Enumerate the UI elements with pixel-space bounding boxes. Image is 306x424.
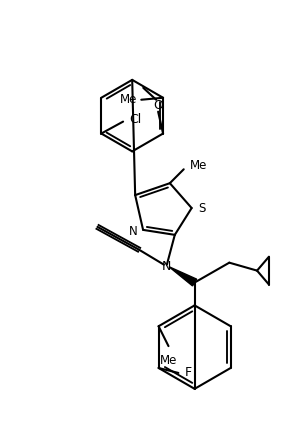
- Text: N: N: [162, 260, 172, 273]
- Text: Me: Me: [190, 159, 207, 172]
- Text: Cl: Cl: [129, 113, 141, 126]
- Text: O: O: [153, 99, 163, 112]
- Text: F: F: [184, 366, 192, 379]
- Text: S: S: [199, 201, 206, 215]
- Text: Me: Me: [120, 93, 137, 106]
- Polygon shape: [169, 267, 197, 286]
- Text: N: N: [129, 226, 137, 238]
- Text: Me: Me: [160, 354, 177, 367]
